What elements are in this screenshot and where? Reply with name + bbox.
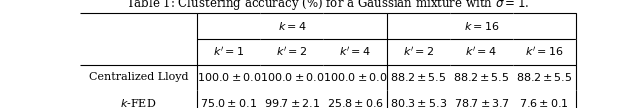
Text: Table 1: Clustering accuracy (%) for a Gaussian mixture with $\sigma = 1$.: Table 1: Clustering accuracy (%) for a G… — [127, 0, 529, 12]
